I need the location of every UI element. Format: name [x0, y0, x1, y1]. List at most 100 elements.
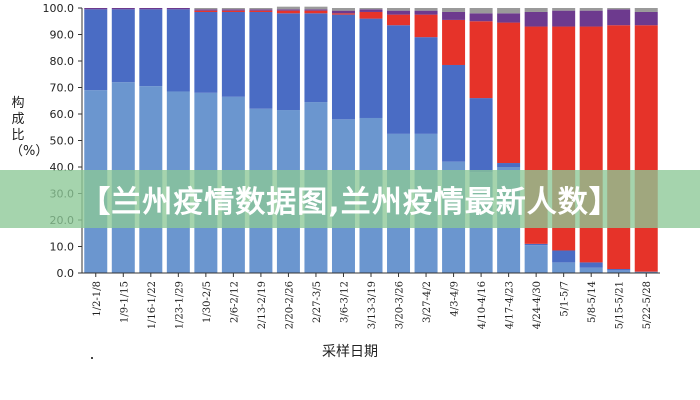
x-tick-label: 4/24-4/30: [532, 281, 543, 329]
x-tick-label: 5/1-5/7: [560, 281, 571, 317]
bar-segment: [84, 8, 108, 10]
bar-segment: [387, 8, 411, 11]
bar-segment: [497, 163, 521, 167]
bar-segment: [387, 10, 411, 15]
bar-segment: [497, 8, 521, 14]
bar-segment: [221, 10, 245, 12]
bar-segment: [414, 37, 438, 134]
x-tick-label: 4/17-4/23: [505, 281, 516, 329]
bar-segment: [469, 13, 493, 22]
y-tick-label: 50.0: [50, 135, 75, 148]
bar-segment: [331, 8, 355, 11]
bar-segment: [359, 9, 383, 12]
bar-segment: [469, 21, 493, 99]
x-tick-label: 1/16-1/22: [147, 281, 158, 329]
bar-segment: [442, 64, 466, 162]
bar-segment: [607, 8, 631, 10]
bar-segment: [276, 10, 300, 14]
bar-segment: [249, 10, 273, 12]
x-tick-label: 4/10-4/16: [477, 281, 488, 329]
bar-segment: [221, 8, 245, 10]
bar-segment: [634, 271, 658, 273]
x-tick-label: 1/23-1/29: [174, 281, 185, 329]
y-tick-label: 0.0: [57, 267, 75, 280]
bar-segment: [607, 269, 631, 271]
x-axis-label: 采样日期: [322, 344, 378, 360]
bar-segment: [221, 9, 245, 11]
bar-segment: [359, 18, 383, 118]
x-tick-label: 3/6-3/12: [339, 281, 350, 323]
bar-segment: [359, 8, 383, 10]
y-axis-label: 构成比（%）: [10, 96, 49, 159]
bar-segment: [276, 6, 300, 10]
bar-segment: [497, 13, 521, 23]
bar-segment: [84, 9, 108, 91]
y-tick-label: 80.0: [50, 55, 75, 68]
bar-segment: [139, 9, 163, 87]
x-tick-label: 3/13-3/19: [367, 281, 378, 329]
y-tick-label: 90.0: [50, 29, 75, 42]
bar-segment: [111, 8, 135, 10]
bar-segment: [442, 11, 466, 20]
y-tick-label: 70.0: [50, 82, 75, 95]
bar-segment: [249, 11, 273, 109]
bar-segment: [552, 250, 576, 263]
bar-segment: [579, 267, 603, 273]
bar-segment: [304, 10, 328, 14]
bar-segment: [524, 11, 548, 27]
stray-dot: [91, 357, 93, 359]
bar-segment: [442, 8, 466, 12]
bar-segment: [552, 10, 576, 27]
bar-segment: [331, 14, 355, 120]
x-tick-label: 2/27-3/5: [312, 281, 323, 323]
bar-segment: [469, 8, 493, 14]
bar-segment: [387, 25, 411, 134]
bar-segment: [139, 8, 163, 10]
x-tick-label: 1/2-1/8: [92, 281, 103, 317]
y-tick-label: 60.0: [50, 108, 75, 121]
x-tick-label: 3/27-4/2: [422, 281, 433, 323]
bar-segment: [111, 9, 135, 83]
bar-segment: [249, 8, 273, 10]
bar-segment: [304, 6, 328, 10]
bar-segment: [387, 14, 411, 26]
bar-segment: [194, 8, 218, 10]
bar-segment: [607, 25, 631, 270]
bar-segment: [442, 19, 466, 65]
x-tick-label: 3/20-3/26: [395, 281, 406, 329]
x-tick-layer: 1/2-1/8 1/9-1/15 1/16-1/22 1/23-1/29 1/30-2/…: [92, 273, 653, 329]
bar-segment: [607, 270, 631, 273]
bar-segment: [524, 245, 548, 273]
bar-segment: [304, 13, 328, 103]
x-tick-label: 2/13-2/19: [257, 281, 268, 329]
bar-segment: [524, 8, 548, 12]
bar-segment: [249, 9, 273, 11]
bar-segment: [524, 243, 548, 246]
bar-segment: [221, 11, 245, 97]
bar-segment: [194, 11, 218, 93]
title-banner: 【兰州疫情数据图,兰州疫情最新人数】: [0, 170, 700, 228]
bar-segment: [331, 10, 355, 14]
bar-segment: [579, 10, 603, 27]
bar-segment: [414, 10, 438, 15]
y-tick-layer: 0.010.020.030.040.050.060.070.080.090.01…: [43, 2, 82, 280]
bar-segment: [579, 8, 603, 11]
bar-segment: [634, 25, 658, 272]
x-tick-label: 5/22-5/28: [642, 281, 653, 329]
bar-segment: [552, 8, 576, 11]
x-tick-label: 1/9-1/15: [119, 281, 130, 323]
bar-segment: [331, 13, 355, 15]
y-tick-label: 10.0: [50, 241, 75, 254]
bar-segment: [276, 9, 300, 11]
bar-segment: [414, 14, 438, 38]
bar-segment: [194, 10, 218, 12]
bar-segment: [166, 8, 190, 10]
bar-segment: [497, 22, 521, 164]
bar-segment: [194, 9, 218, 11]
x-tick-label: 2/20-2/26: [284, 281, 295, 329]
bar-segment: [607, 9, 631, 26]
x-tick-label: 4/3-4/9: [450, 281, 461, 317]
banner-title: 【兰州疫情数据图,兰州疫情最新人数】: [80, 185, 620, 220]
bar-segment: [276, 13, 300, 111]
x-tick-label: 5/15-5/21: [615, 281, 626, 329]
